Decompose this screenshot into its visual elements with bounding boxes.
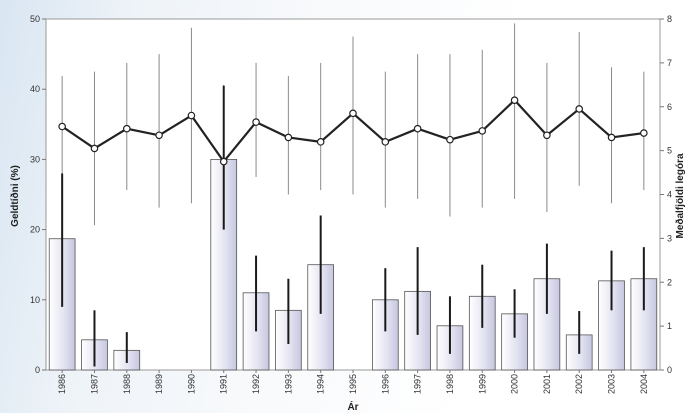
x-tick-label-1986: 1986: [57, 374, 67, 394]
y-left-tick-label-30: 30: [30, 154, 40, 164]
line-point-2004: [640, 129, 648, 137]
line-point-1995: [349, 109, 357, 118]
line-point-1996: [381, 138, 390, 146]
line-point-1997: [413, 124, 422, 133]
x-tick-label-1993: 1993: [283, 374, 293, 394]
line-point-1989: [155, 131, 163, 140]
x-tick-label-1998: 1998: [445, 374, 455, 394]
y-left-tick-label-50: 50: [30, 14, 40, 24]
x-tick-label-1987: 1987: [89, 374, 99, 394]
y-left-axis-title: Geldtíðni (%): [9, 165, 21, 227]
line-point-1988: [122, 124, 131, 133]
x-tick-label-1990: 1990: [186, 374, 196, 394]
line-point-1987: [90, 144, 99, 153]
y-right-tick-label-0: 0: [667, 365, 672, 375]
line-point-1986: [58, 122, 66, 131]
y-right-tick-label-6: 6: [667, 102, 672, 112]
line-point-2002: [575, 105, 584, 113]
x-tick-label-1999: 1999: [477, 374, 487, 394]
y-right-tick-label-1: 1: [667, 321, 672, 331]
x-tick-label-1996: 1996: [380, 374, 390, 394]
line-point-2003: [607, 133, 616, 142]
x-tick-label-1991: 1991: [219, 374, 229, 394]
x-tick-label-1988: 1988: [122, 374, 132, 394]
x-tick-label-1989: 1989: [154, 374, 164, 394]
x-tick-label-1997: 1997: [413, 374, 423, 394]
y-left-tick-label-10: 10: [30, 295, 40, 305]
y-left-tick-label-20: 20: [30, 225, 40, 235]
y-right-tick-label-7: 7: [667, 58, 672, 68]
x-tick-label-1994: 1994: [316, 374, 326, 394]
line-point-1998: [446, 135, 454, 144]
line-point-1990: [187, 111, 196, 120]
x-axis-title: Ár: [347, 400, 358, 413]
line-point-1993: [284, 133, 293, 142]
y-right-tick-label-2: 2: [667, 277, 672, 287]
line-point-2000: [510, 96, 519, 104]
x-tick-label-1995: 1995: [348, 374, 358, 394]
chart-marks: 0 10 20 30 40 50 0 1 2 3 4 5 6 7 8 1986 1987 1988 1989 1990…: [30, 14, 672, 394]
x-tick-label-1992: 1992: [251, 374, 261, 394]
x-tick-label-2004: 2004: [639, 374, 649, 394]
line-point-1994: [316, 138, 325, 146]
y-right-axis-title: Meðalfjöldi legóra: [674, 153, 686, 238]
y-right-tick-label-8: 8: [667, 14, 672, 24]
y-right-tick-label-3: 3: [667, 233, 672, 243]
x-tick-label-2003: 2003: [607, 374, 617, 394]
x-tick-label-2001: 2001: [542, 374, 552, 394]
y-right-tick-label-4: 4: [667, 190, 672, 200]
x-tick-label-2002: 2002: [574, 374, 584, 394]
y-left-tick-label-40: 40: [30, 84, 40, 94]
line-point-1999: [478, 127, 487, 135]
line-point-2001: [543, 131, 551, 140]
y-right-tick-label-5: 5: [667, 146, 672, 156]
line-point-1991: [219, 157, 228, 166]
x-tick-label-2000: 2000: [510, 374, 520, 394]
y-left-tick-label-0: 0: [35, 365, 40, 375]
line-point-1992: [252, 118, 260, 126]
